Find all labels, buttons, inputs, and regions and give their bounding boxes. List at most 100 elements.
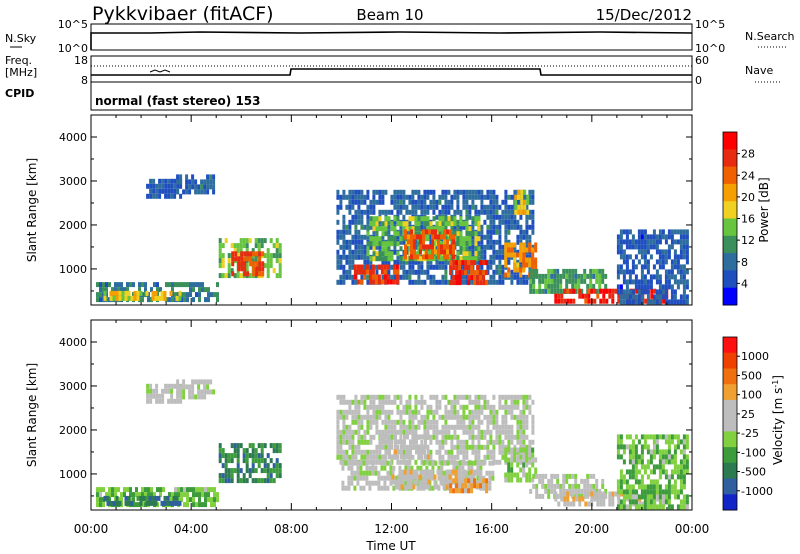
power-cell [393,241,397,247]
vel-cell [501,439,505,445]
vel-cell [427,479,431,485]
power-cell [263,238,267,244]
vel-cell [522,429,526,435]
vel-cell [365,460,369,466]
vel-cell [114,492,117,498]
freq-tick-bottom: 8 [81,74,88,87]
power-cell [432,204,436,210]
power-cell [437,244,440,250]
power-cell [422,239,425,245]
vel-cell [522,444,526,450]
vel-cell [348,439,352,445]
vel-cell [480,419,484,425]
vel-cell [443,460,447,466]
vel-cell [123,492,126,498]
power-cell [617,293,621,299]
vel-cell [341,480,345,486]
power-cell [354,194,358,200]
power-cell [531,247,535,253]
vel-cell [611,496,615,502]
vel-cell [417,409,421,415]
power-cell [480,204,484,210]
power-cell [622,289,626,295]
power-cell [661,259,665,265]
vel-cell [453,404,457,410]
power-cell [562,268,566,274]
vel-cell [248,453,252,459]
power-cell [477,246,481,252]
power-cell [649,254,653,260]
colorbar-swatch [723,287,737,306]
vel-cell [402,459,406,465]
vel-cell [108,487,111,493]
power-cell [204,297,207,303]
vel-cell [415,449,418,455]
vel-cell [459,449,463,455]
power-cell [251,248,255,254]
vel-cell [528,467,532,473]
power-cell [628,244,632,250]
power-cell [523,189,527,195]
power-cell [655,259,659,265]
vel-cell [525,452,529,458]
power-cell [554,293,558,299]
power-cell [243,266,247,272]
power-cell [637,284,641,290]
vel-cell [513,444,517,450]
power-cell [474,251,478,257]
power-cell [127,295,131,301]
vel-cell [628,449,632,455]
vel-cell [646,474,650,480]
power-cell [452,244,455,250]
vel-cell [251,463,255,469]
vel-cell [489,449,493,455]
power-cell [529,268,533,274]
y-tick-label: 4000 [59,131,87,144]
power-cell [483,249,487,255]
power-cell [559,283,563,289]
power-cell [628,289,632,295]
power-cell [492,279,496,285]
colorbar-tick-label: -1000 [741,485,773,498]
power-cell [486,204,490,210]
power-cell [486,244,490,250]
vel-cell [541,493,545,499]
power-cell [595,278,599,284]
vel-cell [221,478,225,484]
power-cell [464,260,468,266]
power-cell [261,261,265,267]
vel-cell [420,454,424,460]
power-cell [390,274,394,280]
power-cell [658,289,662,295]
vel-cell [191,394,195,400]
power-cell [393,194,397,200]
vel-cell [404,465,408,471]
power-cell [351,234,355,240]
vel-cell [483,404,487,410]
power-cell [631,234,635,240]
power-cell [598,283,602,289]
vel-cell [408,409,412,415]
power-cell [440,244,443,250]
vel-cell [495,429,499,435]
station-title: Pykkvibaer (fitACF) [92,3,274,25]
power-cell [408,209,412,215]
power-cell [258,256,262,262]
power-cell [275,243,279,249]
power-cell [408,226,412,232]
power-cell [357,204,361,210]
vel-cell [380,460,384,466]
vel-cell [670,469,674,475]
power-cell [413,254,416,260]
vel-cell [396,459,400,465]
colorbar-swatch [723,270,737,289]
vel-cell [393,399,397,405]
vel-cell [649,449,653,455]
power-cell [375,226,379,232]
vel-cell [350,475,354,481]
vel-cell [522,447,526,453]
power-cell [426,209,430,215]
vel-cell [664,474,668,480]
vel-cell [510,477,514,483]
power-cell [390,256,394,262]
